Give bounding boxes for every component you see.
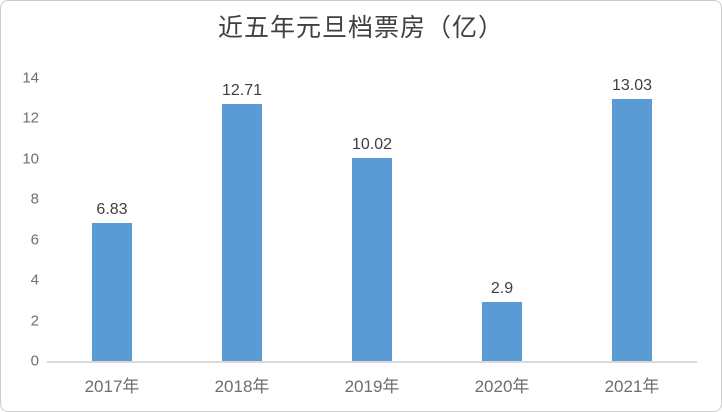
x-axis-tick-label: 2017年 [84,377,140,396]
y-axis-tick-label: 0 [30,352,39,370]
bar [352,158,392,361]
bar-value-label: 6.83 [96,200,128,218]
bar-chart: 0 2 4 6 8 10 12 14 6.83 12.71 10.02 2.9 … [1,71,721,397]
bar-group: 6.83 [47,78,177,361]
bar-group: 10.02 [307,78,437,361]
y-axis-tick-label: 14 [22,69,39,87]
bar [612,99,652,361]
y-axis-tick-label: 12 [22,109,39,127]
y-axis-tick-label: 10 [22,150,39,168]
y-axis-tick-label: 2 [30,312,39,330]
bar [222,104,262,361]
bar-group: 2.9 [437,78,567,361]
bar [92,222,132,361]
bar-group: 12.71 [177,78,307,361]
x-axis-tick-label: 2018年 [214,377,270,396]
y-axis-tick-label: 6 [30,231,39,249]
x-axis-tick-label: 2021年 [604,377,660,396]
bar-group: 13.03 [567,78,697,361]
bar-value-label: 2.9 [490,280,514,298]
bar [482,302,522,361]
y-axis: 0 2 4 6 8 10 12 14 [1,71,47,369]
chart-title: 近五年元旦档票房（亿） [217,15,504,42]
bar-value-label: 13.03 [611,77,653,94]
plot-area: 6.83 12.71 10.02 2.9 13.03 [47,78,697,363]
y-axis-tick-label: 4 [30,271,39,289]
plot-column: 6.83 12.71 10.02 2.9 13.03 2017年 2018年 2… [47,78,697,397]
bar-value-label: 12.71 [221,82,263,100]
x-axis-tick-label: 2019年 [344,377,400,396]
x-axis-tick-label: 2020年 [474,377,530,396]
x-axis: 2017年 2018年 2019年 2020年 2021年 [47,372,697,397]
y-axis-tick-label: 8 [30,190,39,208]
bar-value-label: 10.02 [351,136,393,154]
